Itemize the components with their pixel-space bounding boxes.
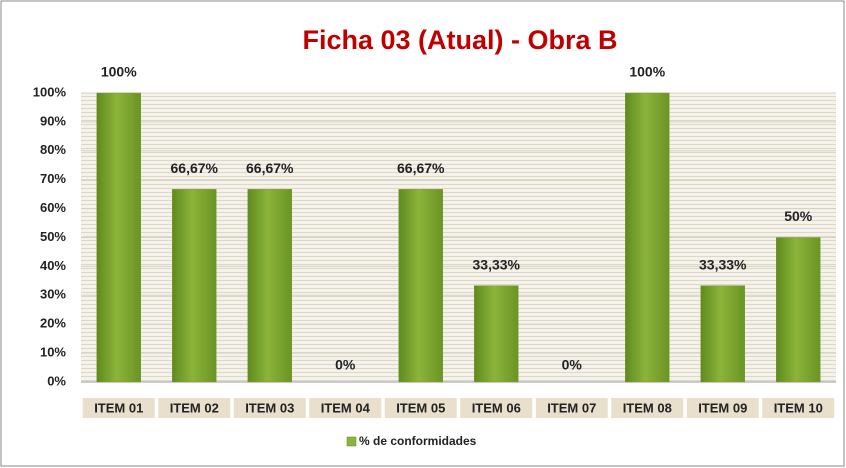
y-tick-label: 0% bbox=[47, 373, 66, 388]
x-tick-bg bbox=[158, 398, 231, 418]
value-label: 33,33% bbox=[699, 256, 747, 272]
x-tick-bg bbox=[686, 398, 759, 418]
y-tick-label: 80% bbox=[40, 142, 66, 157]
y-tick-label: 90% bbox=[40, 113, 66, 128]
x-tick-label: ITEM 02 bbox=[170, 400, 219, 415]
y-tick-label: 20% bbox=[40, 316, 66, 331]
chart-title: Ficha 03 (Atual) - Obra B bbox=[302, 25, 617, 55]
x-tick-bg bbox=[535, 398, 608, 418]
x-tick-label: ITEM 06 bbox=[472, 400, 521, 415]
x-tick-label: ITEM 09 bbox=[698, 400, 747, 415]
value-label: 50% bbox=[784, 208, 813, 224]
y-tick-label: 60% bbox=[40, 200, 66, 215]
x-tick-bg bbox=[233, 398, 306, 418]
bar bbox=[172, 189, 217, 383]
x-tick-label: ITEM 04 bbox=[321, 400, 371, 415]
y-tick-label: 70% bbox=[40, 171, 66, 186]
bar bbox=[625, 92, 670, 383]
bar bbox=[700, 285, 745, 383]
x-tick-bg bbox=[82, 398, 155, 418]
x-tick-bg bbox=[460, 398, 533, 418]
x-tick-bg bbox=[384, 398, 457, 418]
x-tick-bg bbox=[611, 398, 684, 418]
x-tick-label: ITEM 01 bbox=[94, 400, 143, 415]
x-tick-label: ITEM 05 bbox=[396, 400, 445, 415]
y-tick-label: 10% bbox=[40, 345, 66, 360]
value-label: 100% bbox=[629, 64, 665, 80]
x-tick-label: ITEM 03 bbox=[245, 400, 294, 415]
bar bbox=[398, 189, 443, 383]
value-label: 0% bbox=[562, 357, 583, 373]
x-tick-bg bbox=[309, 398, 382, 418]
value-label: 0% bbox=[335, 357, 356, 373]
legend-swatch bbox=[346, 436, 357, 447]
y-tick-label: 100% bbox=[33, 84, 67, 99]
value-label: 66,67% bbox=[246, 160, 294, 176]
y-tick-label: 40% bbox=[40, 258, 66, 273]
value-label: 33,33% bbox=[473, 256, 521, 272]
value-label: 66,67% bbox=[397, 160, 445, 176]
bar bbox=[776, 237, 821, 383]
value-label: 100% bbox=[101, 64, 137, 80]
value-label: 66,67% bbox=[171, 160, 219, 176]
x-tick-label: ITEM 07 bbox=[547, 400, 596, 415]
bar bbox=[96, 92, 141, 383]
legend-label: % de conformidades bbox=[359, 434, 477, 448]
y-tick-label: 30% bbox=[40, 287, 66, 302]
bar bbox=[247, 189, 292, 383]
x-tick-label: ITEM 10 bbox=[774, 400, 823, 415]
bar bbox=[474, 285, 519, 383]
x-tick-bg bbox=[762, 398, 835, 418]
y-tick-label: 50% bbox=[40, 229, 66, 244]
x-tick-label: ITEM 08 bbox=[623, 400, 672, 415]
